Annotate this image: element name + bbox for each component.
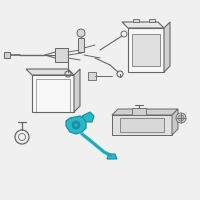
Polygon shape bbox=[112, 109, 178, 115]
Polygon shape bbox=[32, 75, 74, 112]
Circle shape bbox=[176, 113, 186, 123]
Circle shape bbox=[178, 115, 184, 121]
Circle shape bbox=[72, 121, 80, 129]
Polygon shape bbox=[132, 34, 160, 66]
Polygon shape bbox=[78, 38, 84, 52]
Circle shape bbox=[77, 29, 85, 37]
Polygon shape bbox=[112, 115, 172, 135]
Polygon shape bbox=[120, 118, 164, 132]
Polygon shape bbox=[107, 154, 117, 159]
Polygon shape bbox=[133, 19, 139, 22]
Polygon shape bbox=[74, 69, 80, 112]
Polygon shape bbox=[26, 69, 74, 75]
Polygon shape bbox=[132, 108, 146, 115]
Polygon shape bbox=[164, 22, 170, 72]
Polygon shape bbox=[128, 28, 164, 72]
Polygon shape bbox=[82, 112, 94, 122]
Polygon shape bbox=[122, 22, 164, 28]
Polygon shape bbox=[88, 72, 96, 80]
Polygon shape bbox=[66, 116, 86, 134]
Polygon shape bbox=[4, 52, 10, 58]
Polygon shape bbox=[149, 19, 155, 22]
Polygon shape bbox=[172, 109, 178, 135]
Polygon shape bbox=[55, 48, 68, 62]
Circle shape bbox=[74, 123, 78, 127]
